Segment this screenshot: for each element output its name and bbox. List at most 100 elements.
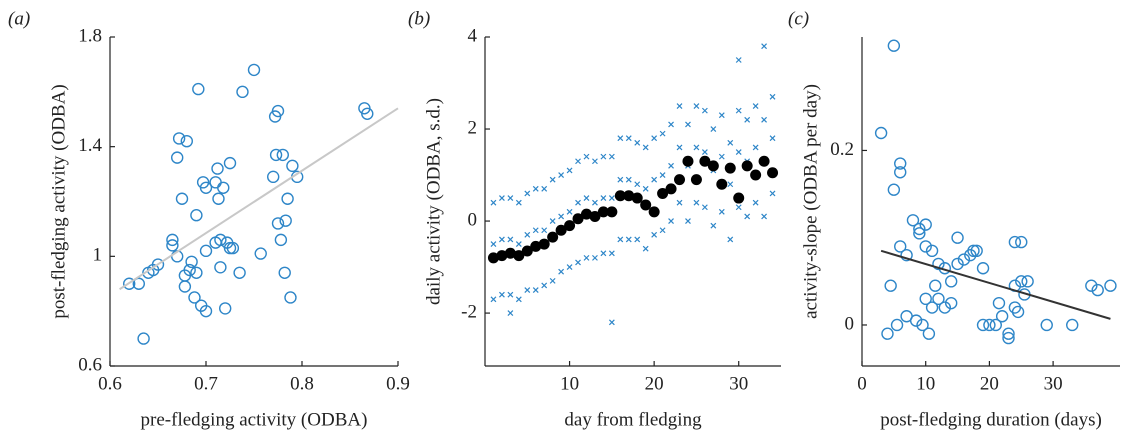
point [278,266,291,279]
trend-line [119,107,399,291]
point [929,279,942,292]
point [233,266,246,279]
point [1002,331,1015,345]
y-tick-label: 0 [468,209,478,230]
point [190,266,203,279]
y-tick-label: 1 [93,245,103,266]
point [1015,275,1028,288]
cross-point [558,268,565,275]
point [1091,283,1104,297]
point [916,318,929,332]
cross-point [600,195,607,201]
cross-point [752,144,759,151]
cross-point [693,103,700,109]
point [166,239,179,252]
cross-point [566,208,573,215]
mean-point [640,199,652,211]
mean-point [724,162,736,174]
mean-point [733,192,745,204]
point [913,222,926,236]
cross-point [761,116,768,123]
point [1040,318,1053,332]
point [122,277,136,290]
point [874,126,888,140]
cross-point [727,236,734,243]
point [970,244,983,258]
point [932,292,945,306]
point [925,244,939,258]
cross-point [532,227,539,234]
x-tick-label: 10 [560,373,579,394]
cross-point [659,227,666,234]
cross-point [761,213,768,220]
cross-point [532,287,539,294]
cross-point [752,103,759,109]
cross-point [727,181,734,188]
point [944,275,958,288]
cross-point [634,181,641,188]
cross-point [676,103,683,109]
point [271,104,285,118]
point [178,280,192,293]
cross-point [490,296,497,303]
point [906,214,920,227]
panel-label: (b) [408,8,430,29]
x-tick-label: 0 [857,373,867,394]
cross-point [541,185,548,192]
point [913,227,926,240]
cross-point [592,158,598,165]
cross-point [608,319,615,326]
mean-point [589,210,601,222]
cross-point [668,218,674,224]
cross-point [668,121,674,128]
point [279,214,292,227]
cross-point [490,199,497,206]
cross-point [617,236,624,243]
point [214,233,227,247]
point [236,85,249,99]
point [894,157,907,170]
cross-point [617,135,624,142]
cross-point [769,135,776,142]
point [951,257,964,271]
y-tick-label: 1.8 [78,25,102,46]
cross-point [634,236,641,243]
cross-point [676,199,683,206]
point [967,244,980,258]
y-axis-label: activity-slope (ODBA per day) [800,84,821,319]
cross-point [600,153,607,160]
cross-point [642,245,649,252]
mean-point [487,252,499,264]
x-axis-label: pre-fledging activity (ODBA) [141,409,368,430]
point [995,310,1009,323]
cross-point [583,195,590,201]
x-tick-label: 10 [916,373,935,394]
point [887,39,901,52]
cross-point [515,199,522,206]
point [884,279,897,292]
point [951,231,964,244]
cross-point [524,287,531,294]
y-tick-label: 0 [845,313,855,334]
mean-point [564,220,576,232]
mean-point [555,224,567,236]
cross-point [693,144,700,151]
cross-point [693,199,700,206]
y-axis-label: daily activity (ODBA, s.d.) [423,98,444,305]
mean-point [606,206,618,218]
point [900,248,913,262]
panel: (c) 0 0.2 0 10 20 30 post-fledging duration (da… [788,8,1120,430]
point [944,296,958,310]
point [919,292,932,306]
point [1021,275,1034,288]
cross-point [659,172,666,178]
mean-point [758,155,770,167]
point [1011,305,1025,319]
mean-point [496,250,508,262]
cross-point [685,218,691,224]
cross-point [507,310,514,317]
mean-point [513,250,525,262]
cross-point [498,236,505,243]
cross-point [651,231,658,238]
cross-point [541,282,548,289]
